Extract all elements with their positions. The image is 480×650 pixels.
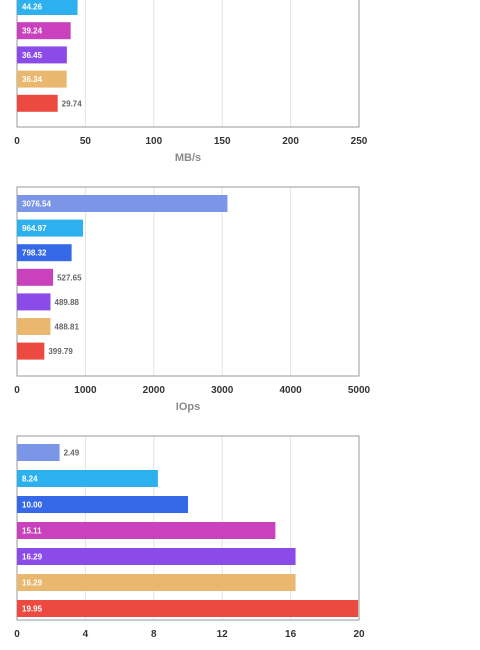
bar-value-label: 39.24 xyxy=(22,27,43,36)
x-tick-label: 4 xyxy=(83,629,89,640)
x-tick-label: 20 xyxy=(353,629,365,640)
bar-value-label: 3076.54 xyxy=(22,200,51,209)
x-tick-label: 50 xyxy=(80,136,92,147)
x-tick-label: 0 xyxy=(14,385,20,396)
bar xyxy=(17,244,72,262)
bar-value-label: 798.32 xyxy=(22,249,47,258)
bar-value-label: 16.29 xyxy=(22,579,43,588)
bar-value-label: 19.95 xyxy=(22,605,43,614)
bar-value-label: 16.29 xyxy=(22,553,43,562)
x-tick-label: 4000 xyxy=(279,385,302,396)
bar xyxy=(17,318,51,335)
bar-value-label: 29.74 xyxy=(62,99,83,108)
bar xyxy=(17,46,67,64)
bar xyxy=(17,444,60,461)
bar-value-label: 2.49 xyxy=(64,449,80,458)
x-tick-label: 200 xyxy=(282,136,299,147)
x-tick-label: 5000 xyxy=(348,385,371,396)
bar xyxy=(17,600,359,617)
x-axis-title: MB/s xyxy=(175,152,201,164)
bar xyxy=(17,574,296,591)
x-tick-label: 12 xyxy=(217,629,229,640)
x-tick-label: 0 xyxy=(14,629,20,640)
bar xyxy=(17,94,58,112)
x-tick-label: 3000 xyxy=(211,385,234,396)
bar xyxy=(17,268,54,286)
bar xyxy=(17,0,78,15)
bar xyxy=(17,548,296,565)
bar-value-label: 488.81 xyxy=(54,323,79,332)
x-axis-title: IOps xyxy=(176,401,200,413)
bar xyxy=(17,195,228,212)
x-tick-label: 100 xyxy=(145,136,162,147)
bar-value-label: 964.97 xyxy=(22,224,47,233)
bar-value-label: 36.34 xyxy=(22,75,43,84)
bar-value-label: 10.00 xyxy=(22,501,43,510)
bar-value-label: 399.79 xyxy=(48,347,73,356)
bar-value-label: 15.11 xyxy=(22,527,42,536)
bar-value-label: 489.88 xyxy=(55,298,80,307)
bar xyxy=(17,342,45,360)
bar-value-label: 527.65 xyxy=(57,273,82,282)
x-tick-label: 16 xyxy=(285,629,297,640)
x-tick-label: 250 xyxy=(351,136,368,147)
x-tick-label: 8 xyxy=(151,629,157,640)
x-tick-label: 0 xyxy=(14,136,20,147)
bar-value-label: 44.26 xyxy=(22,3,43,12)
bar xyxy=(17,293,51,311)
bar xyxy=(17,470,158,487)
bar xyxy=(17,496,188,513)
x-tick-label: 150 xyxy=(214,136,231,147)
bar xyxy=(17,522,276,539)
bar xyxy=(17,70,67,88)
bar xyxy=(17,219,84,237)
bar-value-label: 8.24 xyxy=(22,475,38,484)
x-tick-label: 1000 xyxy=(74,385,97,396)
x-tick-label: 2000 xyxy=(143,385,166,396)
bar xyxy=(17,22,71,40)
bar-value-label: 36.45 xyxy=(22,51,43,60)
